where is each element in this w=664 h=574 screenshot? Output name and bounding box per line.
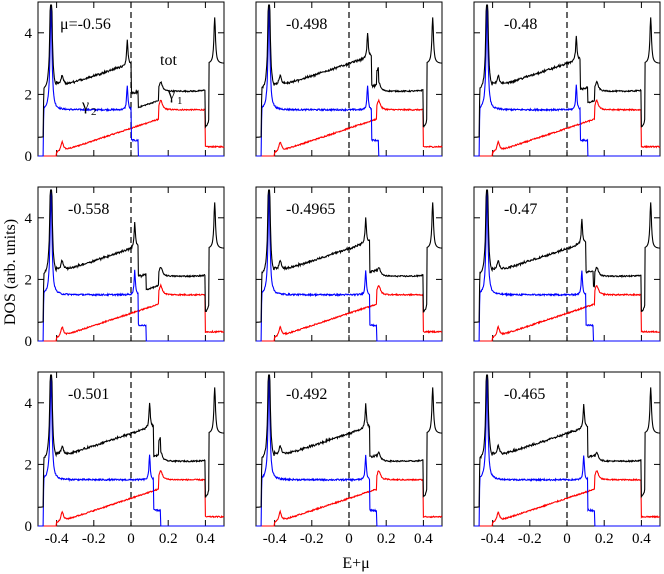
x-tick-label: -0.4 — [45, 531, 69, 547]
gamma2-line — [256, 190, 442, 342]
panel-5: -0.4965 — [255, 186, 443, 342]
gamma2-line — [38, 189, 224, 342]
gamma2-line — [256, 5, 442, 157]
panel-mu-label: -0.498 — [286, 16, 327, 33]
gamma1-line — [256, 284, 443, 342]
total-line — [256, 4, 442, 138]
gamma2-subscript: 2 — [91, 106, 97, 118]
panel-4: 0 2 4 -0.558 — [25, 186, 225, 350]
gamma1-annotation: γ — [167, 86, 175, 103]
total-line — [474, 374, 660, 508]
gamma2-line — [474, 190, 660, 342]
y-tick-label: 2 — [25, 272, 33, 288]
panel-mu-label: -0.48 — [504, 16, 537, 33]
x-tick-label: -0.2 — [82, 531, 106, 547]
x-tick-label: 0.2 — [159, 531, 178, 547]
tot-annotation: tot — [160, 52, 177, 69]
gamma1-line — [256, 470, 443, 527]
panel-9: -0.4 -0.2 0 0.2 0.4 -0.465 — [473, 371, 661, 547]
total-line — [38, 189, 224, 323]
y-axis-title: DOS (arb. units) — [2, 219, 19, 325]
gamma2-line — [474, 374, 660, 527]
x-tick-label: 0.2 — [595, 531, 614, 547]
y-tick-label: 4 — [25, 396, 33, 412]
panel-mu-label: -0.492 — [286, 386, 327, 403]
panel-mu-label: -0.501 — [68, 386, 109, 403]
x-tick-label: 0 — [127, 531, 135, 547]
panel-7: -0.4 -0.2 0 0.2 0.4 0 2 4 -0.501 — [25, 371, 225, 547]
panel-mu-label: -0.4965 — [286, 201, 335, 218]
total-line — [38, 4, 224, 138]
x-axis-title: E+μ — [342, 555, 369, 572]
panel-6: -0.47 — [473, 186, 661, 342]
y-tick-label: 0 — [25, 334, 33, 350]
y-tick-label: 4 — [25, 26, 33, 42]
y-tick-label: 2 — [25, 87, 33, 103]
gamma1-line — [38, 469, 225, 527]
gamma1-line — [474, 99, 661, 157]
x-tick-label: 0.4 — [414, 531, 433, 547]
x-tick-label: 0 — [345, 531, 353, 547]
y-tick-label: 4 — [25, 211, 33, 227]
panel-8: -0.4 -0.2 0 0.2 0.4 -0.492 — [255, 371, 443, 547]
x-tick-label: -0.2 — [300, 531, 324, 547]
x-tick-label: 0.4 — [196, 531, 215, 547]
gamma2-annotation: γ — [81, 97, 89, 114]
gamma1-line — [474, 470, 661, 527]
total-line — [474, 189, 660, 323]
gamma1-line — [38, 283, 225, 342]
y-tick-label: 0 — [25, 149, 33, 165]
gamma2-line — [38, 5, 224, 157]
panel-2: -0.498 — [255, 1, 443, 157]
gamma2-line — [474, 5, 660, 157]
total-line — [474, 4, 660, 138]
gamma1-line — [256, 98, 443, 157]
y-tick-label: 2 — [25, 457, 33, 473]
panel-mu-label: -0.558 — [68, 201, 109, 218]
gamma1-subscript: 1 — [177, 95, 183, 107]
x-tick-label: 0.4 — [632, 531, 651, 547]
total-line — [256, 189, 442, 323]
x-tick-label: 0 — [563, 531, 571, 547]
gamma1-line — [474, 284, 661, 342]
panel-mu-label: μ=-0.56 — [60, 16, 111, 33]
gamma2-line — [38, 374, 224, 527]
total-line — [38, 374, 224, 508]
x-tick-label: 0.2 — [377, 531, 396, 547]
panel-3: -0.48 — [473, 1, 661, 157]
gamma2-line — [256, 374, 442, 527]
y-tick-label: 0 — [25, 519, 33, 535]
x-tick-label: -0.4 — [263, 531, 287, 547]
x-tick-label: -0.2 — [518, 531, 542, 547]
total-line — [256, 374, 442, 508]
panel-mu-label: -0.47 — [504, 201, 537, 218]
panel-mu-label: -0.465 — [504, 386, 545, 403]
x-tick-label: -0.4 — [481, 531, 505, 547]
